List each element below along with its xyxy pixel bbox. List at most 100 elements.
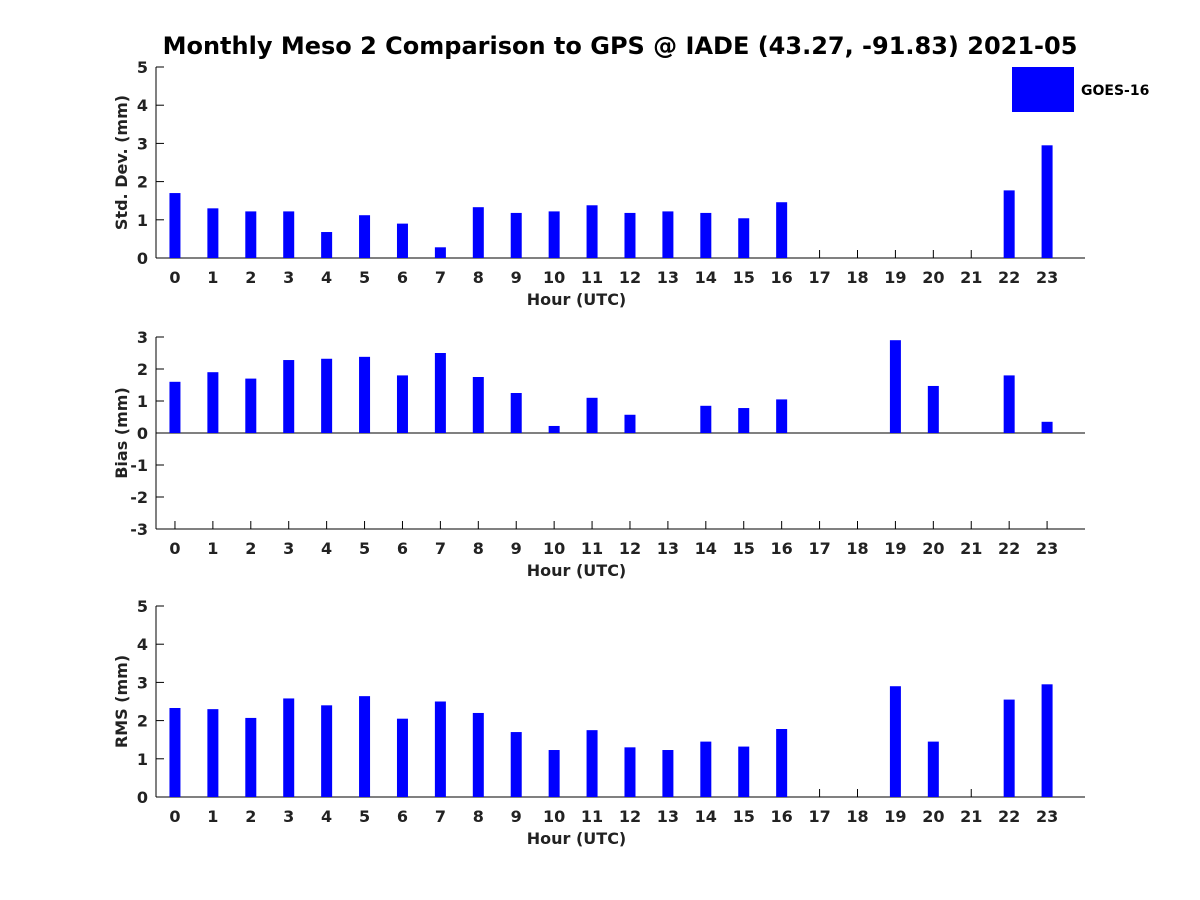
- bar-hour-7: [434, 247, 446, 258]
- x-tick-label: 22: [998, 268, 1020, 287]
- x-tick-label: 11: [581, 807, 603, 826]
- chart-title: Monthly Meso 2 Comparison to GPS @ IADE …: [163, 32, 1078, 60]
- x-tick-label: 23: [1036, 807, 1058, 826]
- x-tick-label: 9: [511, 268, 522, 287]
- y-tick-label: 3: [137, 328, 148, 347]
- y-tick-label: 1: [137, 211, 148, 230]
- x-tick-label: 12: [619, 268, 641, 287]
- bar-hour-2: [245, 717, 257, 797]
- bar-hour-4: [321, 705, 333, 797]
- x-tick-label: 12: [619, 807, 641, 826]
- x-tick-label: 17: [808, 539, 830, 558]
- x-tick-label: 17: [808, 807, 830, 826]
- x-tick-label: 1: [207, 539, 218, 558]
- bar-hour-13: [662, 750, 674, 797]
- y-tick-label: 1: [137, 750, 148, 769]
- x-tick-label: 2: [245, 539, 256, 558]
- bar-hour-7: [434, 701, 446, 797]
- x-tick-label: 23: [1036, 268, 1058, 287]
- bar-hour-0: [169, 193, 181, 258]
- bar-hour-16: [776, 202, 788, 258]
- x-tick-label: 16: [771, 268, 793, 287]
- x-tick-label: 11: [581, 539, 603, 558]
- bar-hour-1: [207, 372, 219, 433]
- bar-hour-11: [586, 397, 598, 433]
- x-tick-label: 5: [359, 807, 370, 826]
- bar-hour-2: [245, 211, 257, 258]
- bar-hour-11: [586, 730, 598, 797]
- y-tick-label: 0: [137, 424, 148, 443]
- x-tick-label: 11: [581, 268, 603, 287]
- bar-hour-6: [396, 718, 408, 797]
- x-tick-label: 14: [695, 807, 717, 826]
- bar-hour-15: [738, 408, 750, 433]
- bar-hour-20: [927, 741, 939, 797]
- x-tick-label: 7: [435, 268, 446, 287]
- x-tick-label: 19: [884, 268, 906, 287]
- y-tick-label: -3: [130, 520, 148, 539]
- x-tick-label: 2: [245, 807, 256, 826]
- bar-hour-23: [1041, 145, 1053, 258]
- x-tick-label: 6: [397, 268, 408, 287]
- x-tick-label: 22: [998, 807, 1020, 826]
- y-tick-label: 2: [137, 173, 148, 192]
- x-tick-label: 6: [397, 807, 408, 826]
- y-tick-label: 1: [137, 392, 148, 411]
- y-tick-label: 0: [137, 788, 148, 807]
- bar-hour-7: [434, 353, 446, 433]
- bar-hour-16: [776, 729, 788, 797]
- bar-hour-9: [510, 212, 522, 258]
- x-tick-label: 12: [619, 539, 641, 558]
- x-tick-label: 13: [657, 268, 679, 287]
- bar-hour-9: [510, 732, 522, 797]
- x-tick-label: 18: [846, 539, 868, 558]
- bar-hour-22: [1003, 699, 1015, 797]
- x-tick-label: 8: [473, 807, 484, 826]
- bar-hour-5: [359, 696, 371, 797]
- bar-hour-14: [700, 405, 712, 433]
- legend: GOES-16: [1012, 67, 1149, 112]
- x-tick-label: 8: [473, 268, 484, 287]
- x-tick-label: 2: [245, 268, 256, 287]
- x-tick-label: 19: [884, 807, 906, 826]
- bar-hour-3: [283, 698, 295, 797]
- bar-hour-19: [889, 686, 901, 797]
- bar-hour-14: [700, 212, 712, 258]
- y-tick-label: 2: [137, 712, 148, 731]
- x-tick-label: 3: [283, 539, 294, 558]
- y-tick-label: 4: [137, 635, 148, 654]
- x-tick-label: 4: [321, 807, 332, 826]
- x-tick-label: 15: [733, 807, 755, 826]
- bar-hour-12: [624, 414, 636, 433]
- y-tick-label: 2: [137, 360, 148, 379]
- bar-hour-22: [1003, 190, 1015, 258]
- bar-hour-11: [586, 205, 598, 258]
- x-tick-label: 10: [543, 268, 565, 287]
- x-tick-label: 21: [960, 268, 982, 287]
- x-tick-label: 20: [922, 268, 944, 287]
- x-tick-label: 5: [359, 268, 370, 287]
- bar-hour-6: [396, 375, 408, 433]
- x-tick-label: 7: [435, 807, 446, 826]
- legend-label: GOES-16: [1081, 83, 1149, 99]
- x-tick-label: 4: [321, 539, 332, 558]
- bar-hour-23: [1041, 421, 1053, 433]
- bar-hour-22: [1003, 375, 1015, 433]
- y-axis-label: RMS (mm): [112, 655, 131, 748]
- bar-hour-14: [700, 741, 712, 797]
- y-axis-label: Bias (mm): [112, 387, 131, 479]
- x-tick-label: 17: [808, 268, 830, 287]
- bar-hour-1: [207, 208, 219, 258]
- bar-hour-8: [472, 377, 484, 433]
- x-tick-label: 14: [695, 268, 717, 287]
- bar-hour-10: [548, 425, 560, 433]
- y-tick-label: -2: [130, 488, 148, 507]
- bar-hour-0: [169, 381, 181, 433]
- bar-hour-15: [738, 218, 750, 258]
- x-tick-label: 15: [733, 539, 755, 558]
- bar-hour-16: [776, 399, 788, 433]
